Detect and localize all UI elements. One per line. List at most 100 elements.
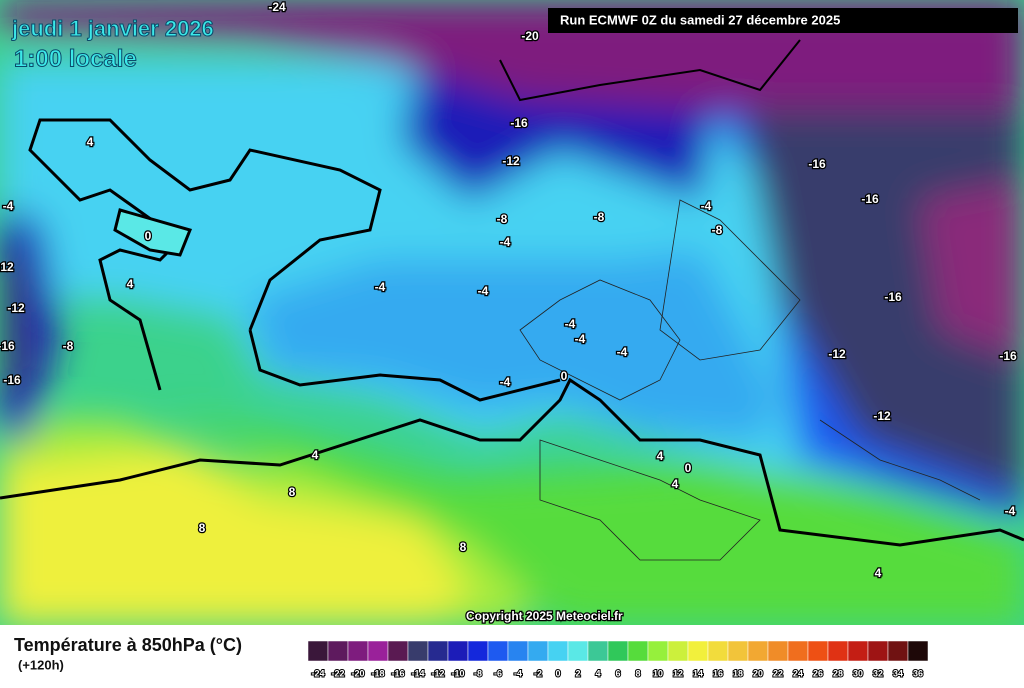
scale-label: -12 — [431, 668, 444, 678]
scale-swatch — [587, 640, 609, 662]
scale-label: -24 — [311, 668, 324, 678]
scale-label: -18 — [371, 668, 384, 678]
contour-label: -12 — [0, 260, 14, 274]
scale-swatch — [527, 640, 549, 662]
scale-label: 16 — [713, 668, 723, 678]
contour-label: -16 — [999, 349, 1017, 363]
scale-label: 28 — [833, 668, 843, 678]
contour-label: -4 — [575, 332, 586, 346]
contour-label: -20 — [521, 29, 539, 43]
time: 1:00 locale — [14, 45, 137, 72]
scale-label: 0 — [555, 668, 560, 678]
contour-label: 0 — [561, 369, 568, 383]
scale-swatch — [827, 640, 849, 662]
scale-label: 10 — [653, 668, 663, 678]
contour-label: -8 — [497, 212, 508, 226]
map — [0, 0, 1024, 625]
scale-swatch — [867, 640, 889, 662]
scale-label: 12 — [673, 668, 683, 678]
scale-swatch — [687, 640, 709, 662]
scale-label: 14 — [693, 668, 703, 678]
contour-label: 0 — [685, 461, 692, 475]
run-info: Run ECMWF 0Z du samedi 27 décembre 2025 — [560, 12, 840, 27]
contour-label: -8 — [712, 223, 723, 237]
scale-label: -2 — [534, 668, 542, 678]
contour-label: -24 — [268, 0, 286, 14]
contour-label: 8 — [199, 521, 206, 535]
scale-swatch — [887, 640, 909, 662]
scale-swatch — [787, 640, 809, 662]
scale-swatch — [607, 640, 629, 662]
scale-label: -6 — [494, 668, 502, 678]
contour-label: 4 — [87, 135, 94, 149]
contour-label: 4 — [657, 449, 664, 463]
scale-label: 2 — [575, 668, 580, 678]
legend-title: Température à 850hPa (°C) — [14, 635, 242, 655]
contour-label: -4 — [1005, 504, 1016, 518]
scale-swatch — [767, 640, 789, 662]
copyright: Copyright 2025 Meteociel.fr — [466, 609, 623, 623]
contour-label: -4 — [3, 199, 14, 213]
scale-swatch — [847, 640, 869, 662]
contour-label: -4 — [617, 345, 628, 359]
scale-label: 22 — [773, 668, 783, 678]
scale-label: 6 — [615, 668, 620, 678]
scale-swatch — [327, 640, 349, 662]
scale-swatch — [447, 640, 469, 662]
contour-label: -4 — [701, 199, 712, 213]
scale-label: 20 — [753, 668, 763, 678]
scale-swatch — [567, 640, 589, 662]
scale-label: -8 — [474, 668, 482, 678]
scale-swatch — [367, 640, 389, 662]
scale-swatch — [707, 640, 729, 662]
contour-label: -16 — [0, 339, 15, 353]
scale-swatch — [407, 640, 429, 662]
contour-label: 0 — [145, 229, 152, 243]
contour-label: -4 — [375, 280, 386, 294]
contour-label: 8 — [460, 540, 467, 554]
scale-label: -10 — [451, 668, 464, 678]
contour-label: -16 — [510, 116, 528, 130]
contour-label: -16 — [861, 192, 879, 206]
scale-label: -22 — [331, 668, 344, 678]
scale-swatch — [427, 640, 449, 662]
scale-label: 18 — [733, 668, 743, 678]
scale-swatch — [907, 640, 929, 662]
scale-label: -20 — [351, 668, 364, 678]
scale-label: 30 — [853, 668, 863, 678]
contour-label: -4 — [500, 235, 511, 249]
scale-label: 36 — [913, 668, 923, 678]
contour-label: -16 — [884, 290, 902, 304]
run-box — [548, 8, 1018, 33]
scale-swatch — [667, 640, 689, 662]
scale-label: 34 — [893, 668, 903, 678]
contour-label: -4 — [565, 317, 576, 331]
contour-label: -12 — [502, 154, 520, 168]
scale-label: 4 — [595, 668, 600, 678]
scale-label: 32 — [873, 668, 883, 678]
contour-label: 4 — [672, 477, 679, 491]
scale-label: -14 — [411, 668, 424, 678]
scale-swatch — [467, 640, 489, 662]
contour-label: -16 — [808, 157, 826, 171]
scale-swatch — [307, 640, 329, 662]
contour-label: -4 — [478, 284, 489, 298]
scale-swatch — [747, 640, 769, 662]
scale-swatch — [647, 640, 669, 662]
contour-label: 4 — [875, 566, 882, 580]
scale-swatch — [387, 640, 409, 662]
contour-label: -12 — [828, 347, 846, 361]
lead-time: (+120h) — [18, 657, 64, 672]
contour-label: -8 — [594, 210, 605, 224]
scale-swatch — [547, 640, 569, 662]
scale-label: 8 — [635, 668, 640, 678]
scale-label: -16 — [391, 668, 404, 678]
scale-swatch — [347, 640, 369, 662]
date: jeudi 1 janvier 2026 — [11, 16, 214, 41]
scale-swatch — [507, 640, 529, 662]
scale-label: 26 — [813, 668, 823, 678]
contour-label: -4 — [500, 375, 511, 389]
scale-swatch — [807, 640, 829, 662]
contour-label: 8 — [289, 485, 296, 499]
